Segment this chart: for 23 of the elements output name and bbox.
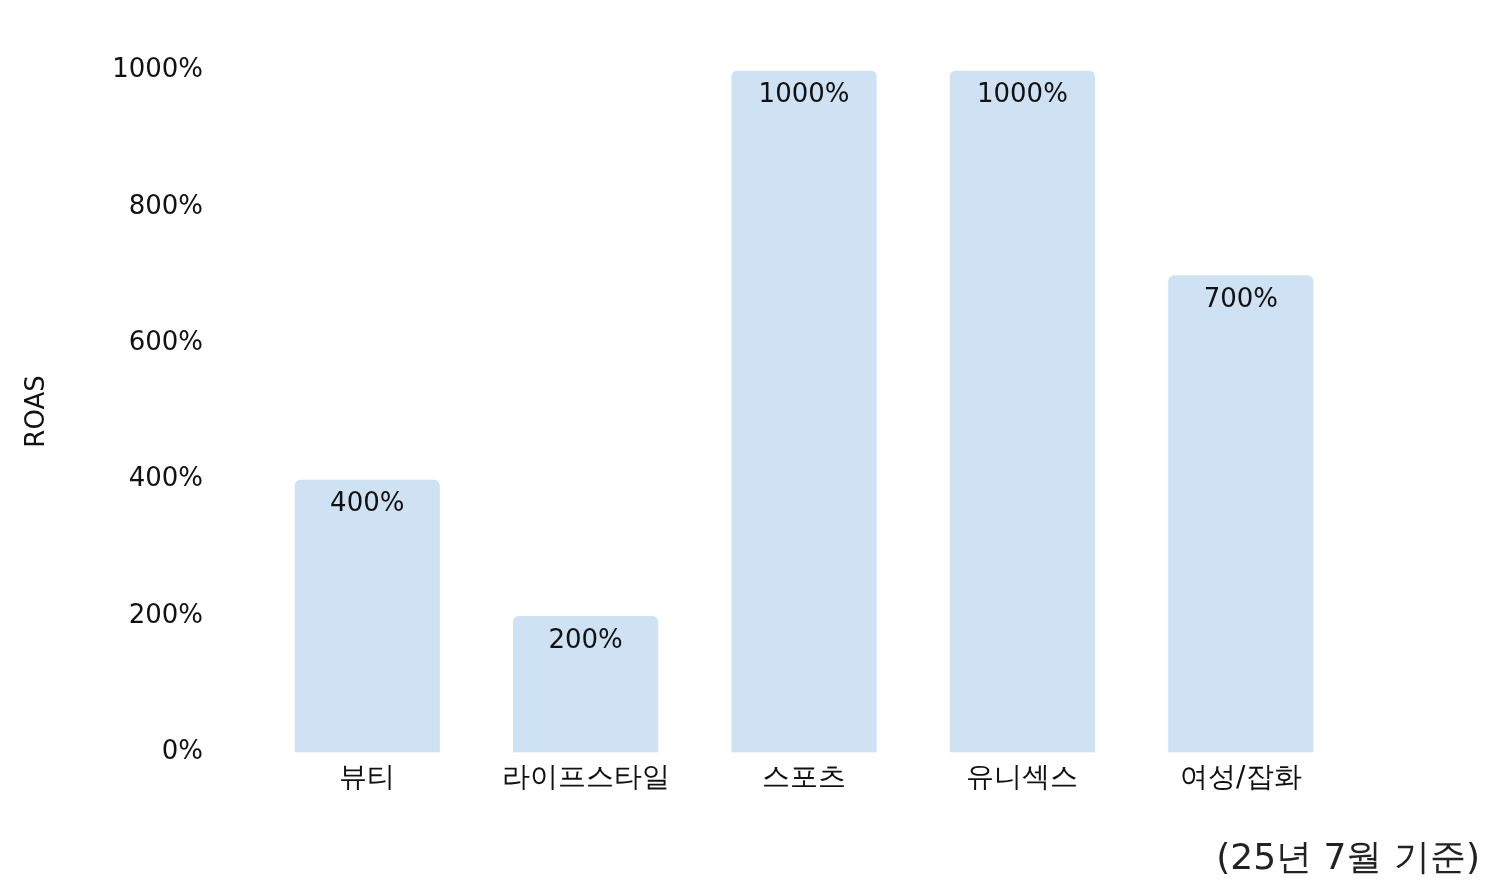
x-tick-label: 뷰티	[339, 760, 396, 794]
y-tick-label: 1000%	[112, 53, 204, 84]
x-tick-label: 여성/잡화	[1180, 760, 1302, 794]
data-label: 200%	[548, 623, 623, 654]
y-tick-label: 0%	[161, 735, 204, 766]
bar	[1168, 275, 1314, 753]
bar	[513, 616, 659, 753]
x-tick-label: 유니섹스	[966, 760, 1079, 794]
y-axis-title: ROAS	[20, 375, 51, 448]
data-label: 1000%	[758, 78, 850, 109]
y-tick-label: 600%	[128, 326, 204, 357]
text: (25년 7월 기준)	[1216, 836, 1480, 878]
x-tick-label: 스포츠	[762, 760, 847, 794]
y-tick-label: 800%	[128, 189, 204, 220]
bar	[949, 70, 1096, 753]
bar	[731, 70, 877, 753]
x-tick-label: 라이프스타일	[501, 760, 670, 794]
data-label: 1000%	[976, 78, 1068, 109]
data-label: 700%	[1203, 282, 1278, 313]
y-tick-label: 400%	[128, 462, 204, 493]
bar	[294, 479, 440, 753]
data-label: 400%	[330, 487, 405, 518]
y-tick-label: 200%	[128, 598, 204, 629]
